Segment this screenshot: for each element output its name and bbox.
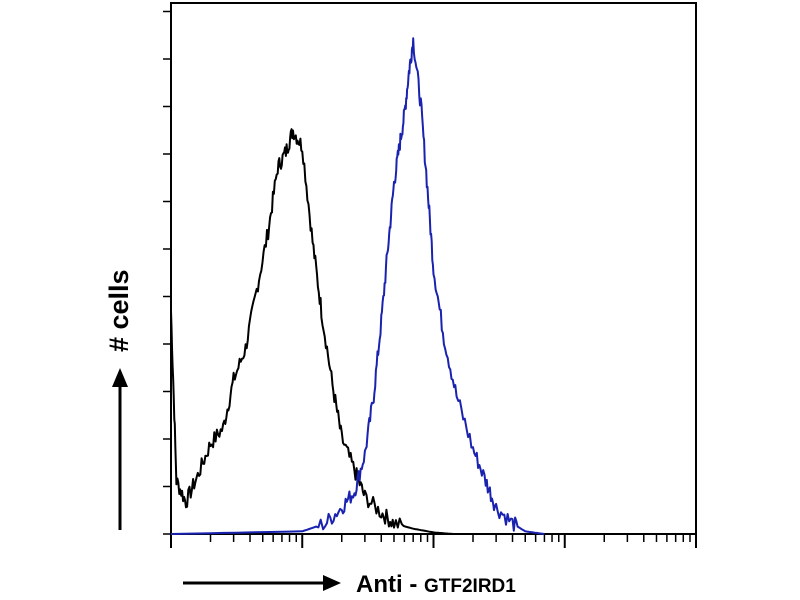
series-layer [170, 37, 545, 535]
series-line-1 [170, 128, 453, 535]
x-axis-arrow-head [323, 575, 341, 591]
y-axis-label: # cells [104, 269, 134, 352]
y-axis-ticks [163, 10, 171, 535]
x-axis-label-target: GTF2IRD1 [424, 576, 516, 597]
series-line-2 [170, 37, 545, 535]
y-axis-arrow-head [112, 368, 128, 387]
x-axis-ticks [170, 534, 697, 548]
x-axis-label: Anti - GTF2IRD1 [356, 571, 516, 598]
x-axis-label-prefix: Anti - [356, 571, 424, 598]
